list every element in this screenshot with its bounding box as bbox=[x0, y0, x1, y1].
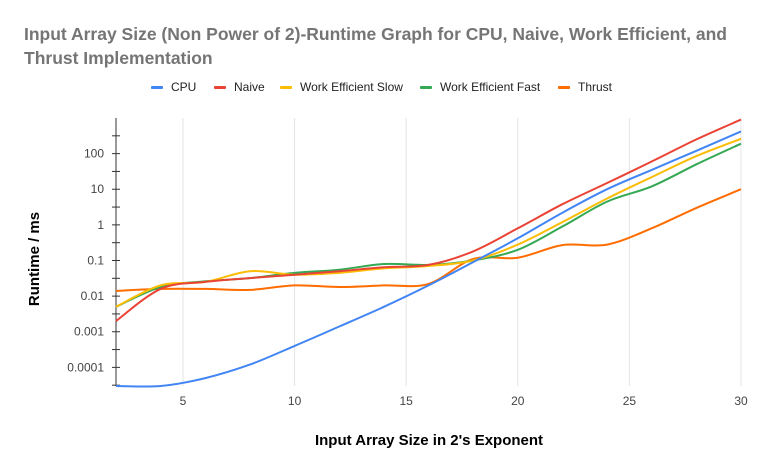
y-axis bbox=[112, 118, 120, 386]
y-tick-label: 100 bbox=[84, 147, 104, 161]
legend-item-thrust[interactable]: Thrust bbox=[558, 80, 612, 94]
series-line-naive bbox=[115, 118, 742, 322]
y-axis-title: Runtime / ms bbox=[26, 212, 43, 306]
series-line-thrust bbox=[115, 188, 742, 292]
chart-title: Input Array Size (Non Power of 2)-Runtim… bbox=[24, 24, 727, 68]
legend: CPU Naive Work Efficient Slow Work Effic… bbox=[0, 80, 765, 100]
y-tick-label: 0.0001 bbox=[67, 360, 104, 374]
legend-item-work-efficient-fast[interactable]: Work Efficient Fast bbox=[420, 80, 540, 94]
legend-swatch-thrust bbox=[558, 85, 570, 89]
x-tick-label: 30 bbox=[734, 394, 748, 408]
legend-label-cpu: CPU bbox=[171, 80, 197, 94]
legend-swatch-naive bbox=[214, 85, 226, 89]
legend-swatch-work-efficient-fast bbox=[420, 85, 432, 89]
x-tick-label: 25 bbox=[623, 394, 637, 408]
y-tick-label: 1 bbox=[97, 218, 104, 232]
legend-label-naive: Naive bbox=[234, 80, 265, 94]
y-axis-ticks: 0.0001 0.001 0.01 0.1 1 10 100 bbox=[67, 147, 104, 375]
x-axis-ticks: 5 10 15 20 25 30 bbox=[180, 394, 748, 408]
gridlines bbox=[182, 118, 742, 386]
legend-label-work-efficient-slow: Work Efficient Slow bbox=[300, 80, 403, 94]
legend-label-work-efficient-fast: Work Efficient Fast bbox=[440, 80, 541, 94]
legend-item-work-efficient-slow[interactable]: Work Efficient Slow bbox=[280, 80, 403, 94]
legend-label-thrust: Thrust bbox=[578, 80, 613, 94]
x-axis-title: Input Array Size in 2's Exponent bbox=[315, 432, 543, 449]
legend-swatch-work-efficient-slow bbox=[280, 85, 292, 89]
series-line-work-efficient-slow bbox=[115, 137, 742, 308]
legend-swatch-cpu bbox=[151, 85, 163, 89]
y-tick-label: 0.1 bbox=[87, 253, 104, 267]
x-tick-label: 15 bbox=[399, 394, 413, 408]
y-tick-label: 0.01 bbox=[81, 289, 105, 303]
y-tick-label: 10 bbox=[91, 182, 105, 196]
x-tick-label: 20 bbox=[511, 394, 525, 408]
x-tick-label: 5 bbox=[180, 394, 187, 408]
series-lines bbox=[115, 118, 742, 388]
series-line-cpu bbox=[115, 130, 742, 388]
legend-item-naive[interactable]: Naive bbox=[214, 80, 265, 94]
x-tick-label: 10 bbox=[288, 394, 302, 408]
y-tick-label: 0.001 bbox=[74, 325, 104, 339]
legend-item-cpu[interactable]: CPU bbox=[151, 80, 196, 94]
